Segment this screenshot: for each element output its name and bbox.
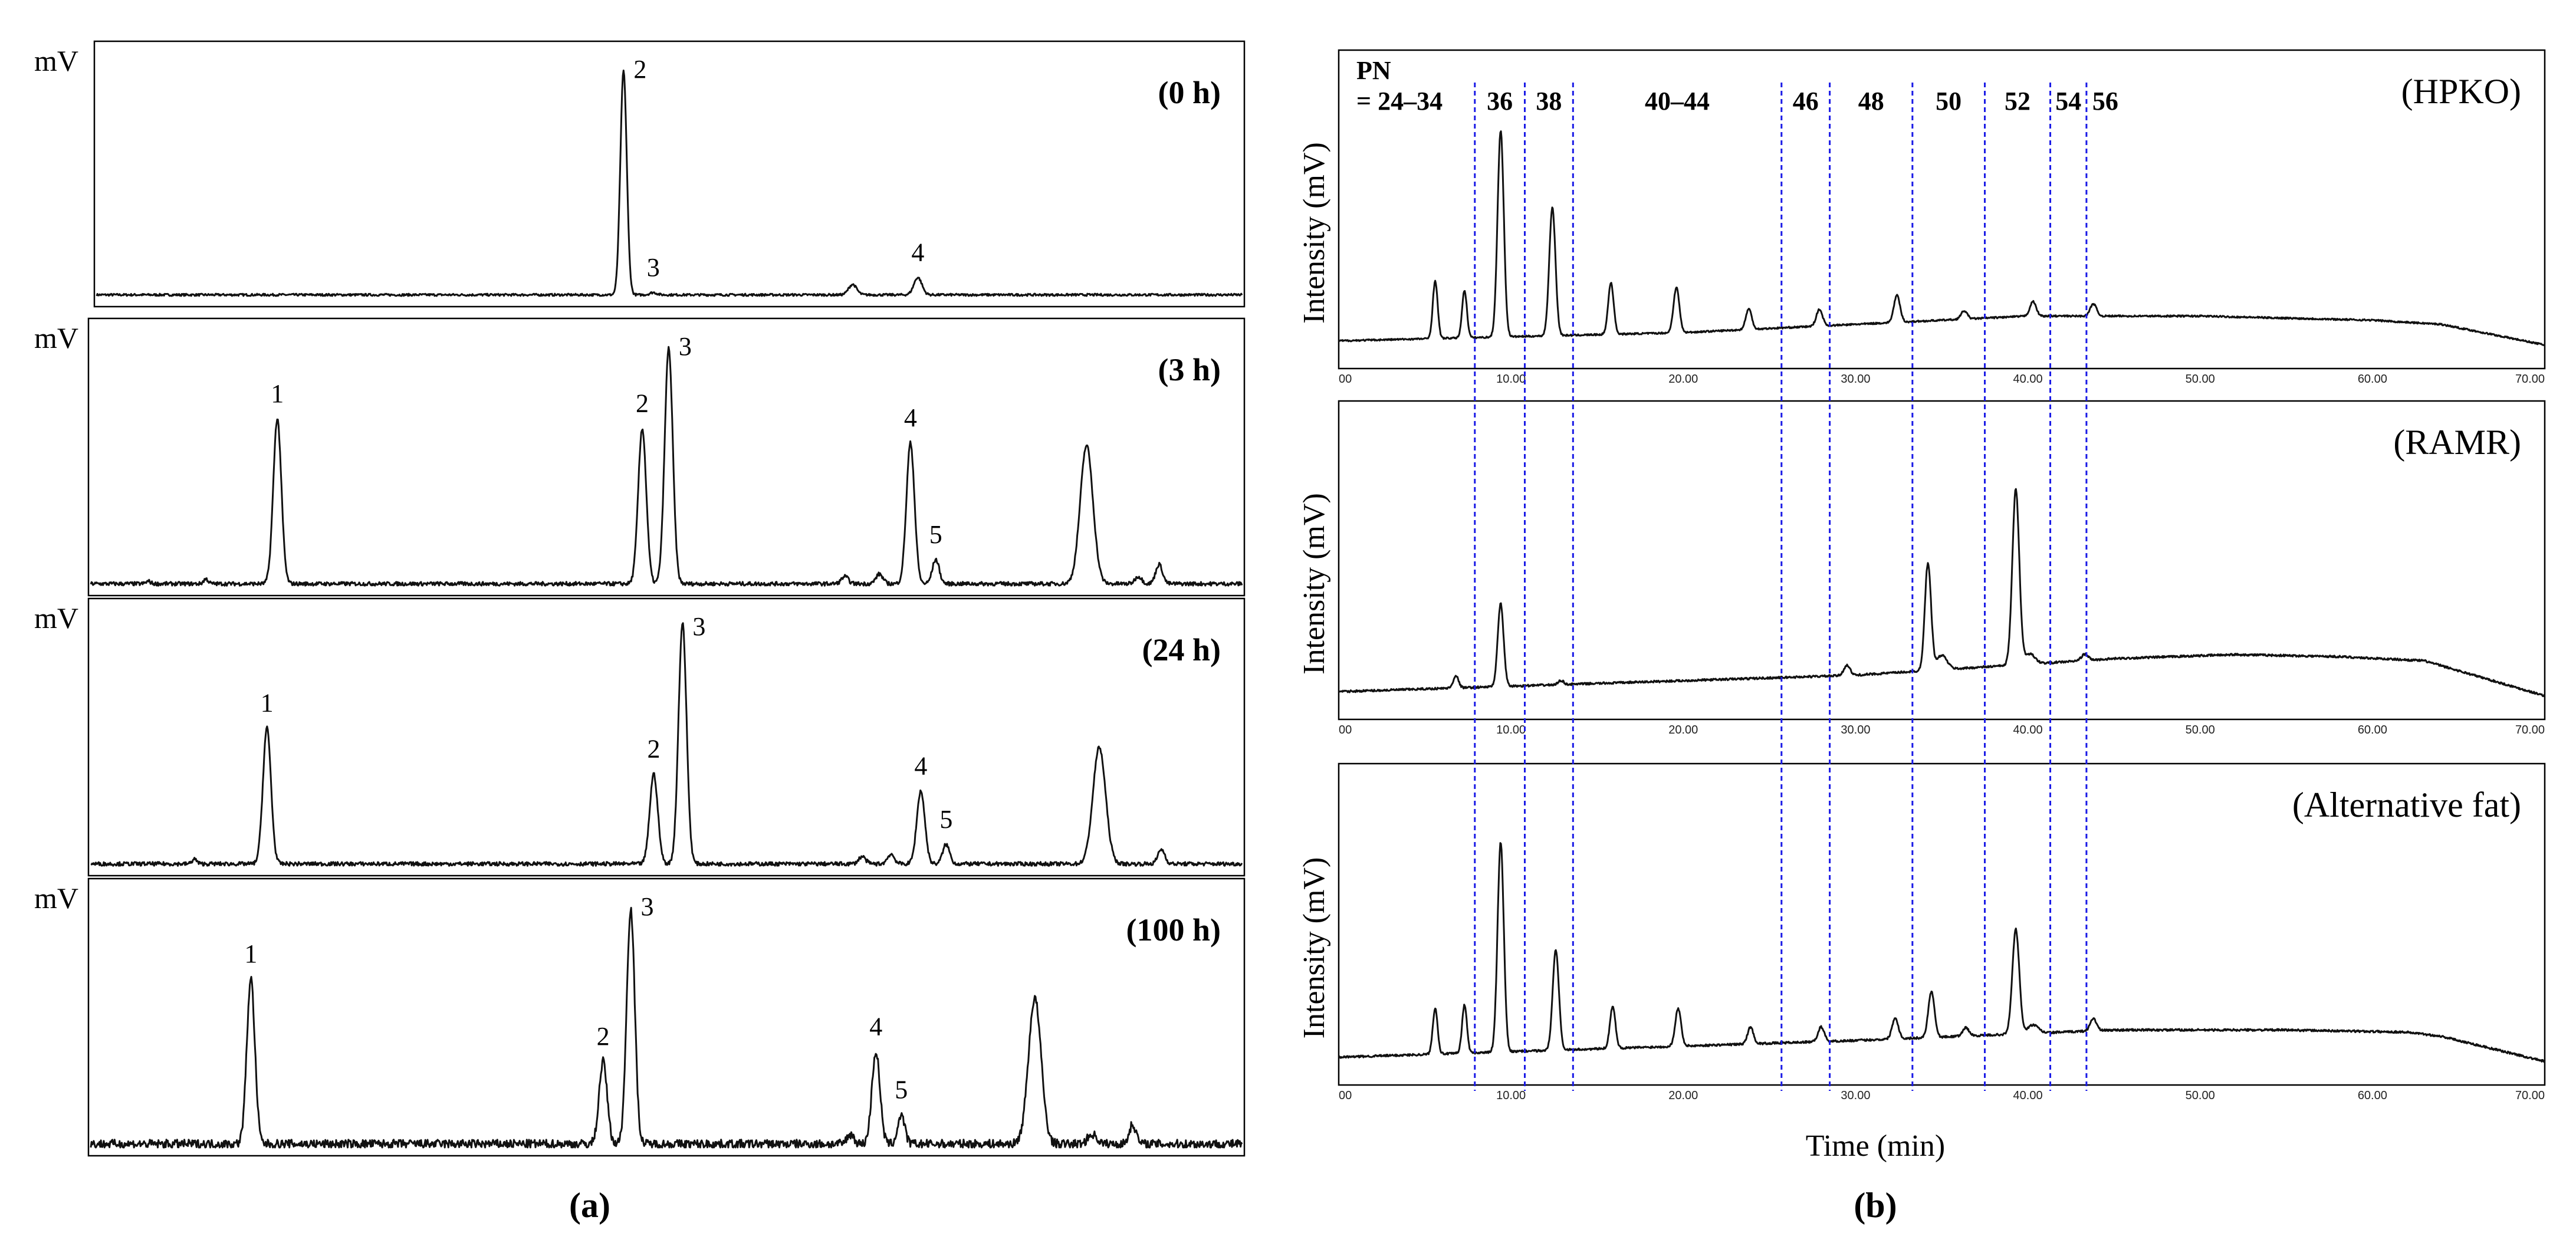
sample-name: (HPKO) — [2401, 72, 2521, 111]
chromatogram-trace — [90, 346, 1243, 587]
pn-region-label: 46 — [1793, 87, 1819, 116]
peak-label-5: 5 — [895, 1076, 908, 1104]
pn-region-label: 36 — [1487, 87, 1513, 116]
chromatogram-trace — [90, 906, 1243, 1149]
peak-label-1: 1 — [271, 379, 284, 408]
x-tick-label: 30.00 — [1841, 1089, 1870, 1102]
y-axis-label: mV — [34, 601, 78, 634]
x-tick-label: 50.00 — [2186, 373, 2215, 386]
subplot-a-1: mV (3 h) 1 2 3 4 5 — [34, 317, 1246, 597]
x-tick-label: 60.00 — [2358, 724, 2387, 736]
subplot-frame — [1338, 49, 2546, 370]
x-tick-label: 50.00 — [2186, 724, 2215, 736]
pn-region-label: 50 — [1936, 87, 1961, 116]
panel-b: (HPKO) Intensity (mV) 00 10.00 20.00 30.00 40.… — [1297, 49, 2546, 1102]
pn-region-label: 48 — [1858, 87, 1884, 116]
peak-label-3: 3 — [679, 332, 692, 361]
subplot-frame — [1338, 762, 2546, 1086]
y-axis-title: Intensity (mV) — [1297, 493, 1331, 675]
chromatogram-trace — [1338, 488, 2546, 698]
sample-name: (RAMR) — [2393, 423, 2521, 462]
chromatogram-trace — [90, 622, 1243, 867]
pn-region-label: 38 — [1536, 87, 1562, 116]
x-tick-label: 10.00 — [1496, 373, 1526, 386]
x-tick-label: 40.00 — [2013, 1089, 2043, 1102]
y-axis-label: mV — [34, 321, 78, 354]
peak-label-3: 3 — [692, 612, 705, 641]
peak-label-4: 4 — [904, 403, 917, 432]
x-tick-label: 30.00 — [1841, 373, 1870, 386]
x-tick-label: 60.00 — [2358, 373, 2387, 386]
y-axis-title: Intensity (mV) — [1297, 857, 1331, 1039]
chromatogram-trace — [96, 70, 1243, 297]
peak-label-2: 2 — [648, 735, 661, 764]
x-tick-label: 00 — [1339, 1089, 1352, 1102]
sample-time-label: (100 h) — [1126, 912, 1221, 948]
chromatogram-trace — [1338, 130, 2546, 346]
pn-region-label: 52 — [2005, 87, 2030, 116]
peak-label-2: 2 — [633, 55, 646, 84]
y-axis-label: mV — [34, 882, 78, 915]
x-tick-label: 30.00 — [1841, 724, 1870, 736]
x-tick-label: 20.00 — [1668, 373, 1698, 386]
pn-region-label: 54 — [2055, 87, 2081, 116]
peak-label-3: 3 — [640, 892, 653, 921]
subplot-b-0: (HPKO) Intensity (mV) 00 10.00 20.00 30.00 40.… — [1297, 49, 2546, 386]
peak-label-4: 4 — [869, 1012, 882, 1041]
x-tick-label: 20.00 — [1668, 724, 1698, 736]
y-axis-label: mV — [34, 44, 78, 77]
subplot-a-2: mV (24 h) 1 2 3 45 — [34, 597, 1246, 877]
x-tick-label: 70.00 — [2515, 724, 2545, 736]
y-axis-title: Intensity (mV) — [1297, 142, 1331, 324]
sample-time-label: (0 h) — [1158, 75, 1221, 110]
x-tick-label: 00 — [1339, 373, 1352, 386]
peak-label-1: 1 — [261, 688, 274, 717]
peak-label-5: 5 — [929, 520, 942, 549]
peak-label-3: 3 — [647, 253, 660, 282]
peak-label-5: 5 — [939, 805, 952, 834]
x-tick-label: 10.00 — [1496, 724, 1526, 736]
panel-b-xlabel: Time (min) — [1806, 1129, 1945, 1163]
pn-region-label: 40–44 — [1645, 87, 1710, 116]
subplot-frame — [93, 40, 1246, 308]
peak-label-2: 2 — [597, 1022, 610, 1051]
caption-b: (b) — [1854, 1186, 1897, 1225]
x-tick-label: 40.00 — [2013, 373, 2043, 386]
sample-time-label: (3 h) — [1158, 352, 1221, 387]
x-tick-label: 70.00 — [2515, 1089, 2545, 1102]
x-tick-label: 50.00 — [2186, 1089, 2215, 1102]
subplot-b-2: (Alternative fat) Intensity (mV) 00 10.00 20… — [1297, 762, 2546, 1102]
subplot-frame — [87, 597, 1246, 877]
x-tick-label: 60.00 — [2358, 1089, 2387, 1102]
peak-label-4: 4 — [911, 238, 924, 267]
x-tick-label: 40.00 — [2013, 724, 2043, 736]
pn-title: PN — [1356, 56, 1391, 85]
pn-region-label: = 24–34 — [1356, 87, 1443, 116]
x-tick-label: 10.00 — [1496, 1089, 1526, 1102]
x-tick-label: 00 — [1339, 724, 1352, 736]
x-tick-label: 70.00 — [2515, 373, 2545, 386]
subplot-frame — [87, 877, 1246, 1157]
subplot-b-1: (RAMR) Intensity (mV) 00 10.00 20.00 30.00 40.… — [1297, 400, 2546, 736]
chromatogram-trace — [1338, 842, 2546, 1063]
peak-label-1: 1 — [244, 939, 257, 968]
pn-region-label: 56 — [2092, 87, 2118, 116]
caption-a: (a) — [569, 1186, 610, 1225]
sample-name: (Alternative fat) — [2292, 785, 2521, 824]
peak-label-4: 4 — [914, 751, 927, 780]
subplot-frame — [1338, 400, 2546, 721]
sample-time-label: (24 h) — [1142, 632, 1221, 668]
subplot-frame — [87, 317, 1246, 597]
subplot-a-0: mV (0 h) 2 3 4 — [34, 40, 1246, 308]
subplot-a-3: mV (100 h) 1 2 3 4 5 — [34, 877, 1246, 1157]
x-tick-label: 20.00 — [1668, 1089, 1698, 1102]
peak-label-2: 2 — [636, 389, 649, 417]
